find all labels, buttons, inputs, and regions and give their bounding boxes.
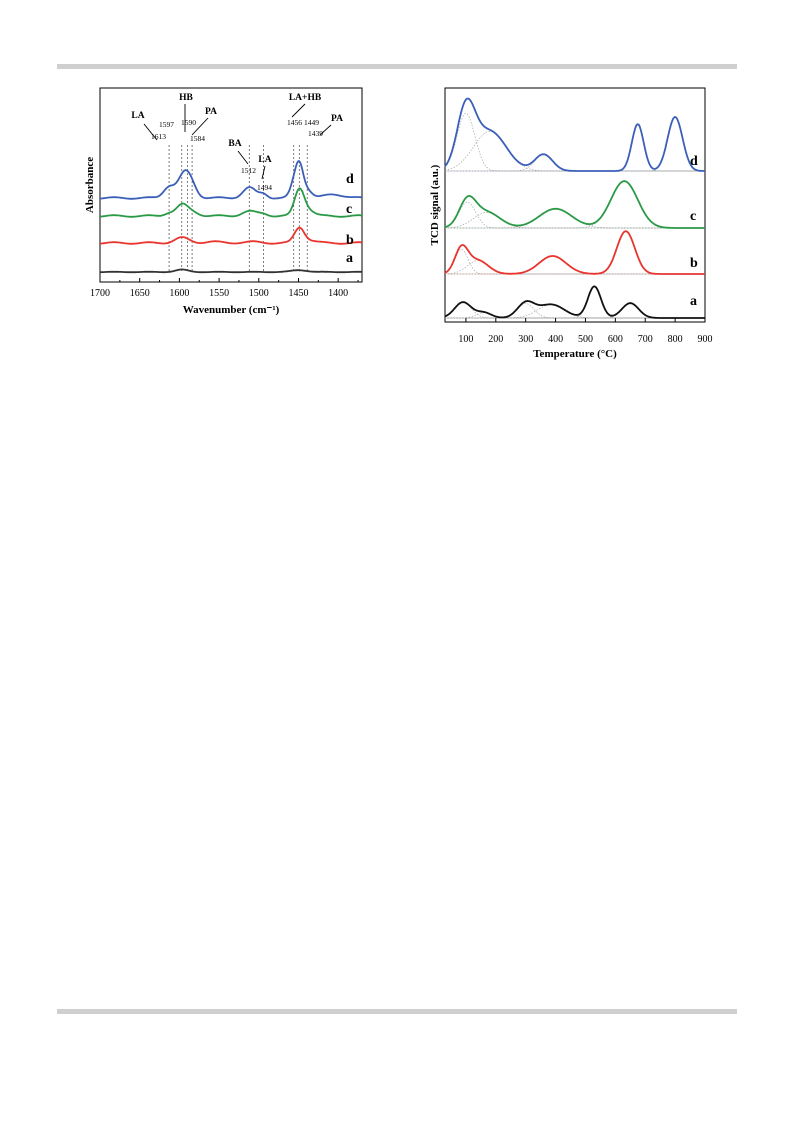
annotation-arrow (143, 123, 158, 141)
fit-peak-d (444, 131, 705, 172)
curve-label-c: c (346, 202, 352, 217)
series-d-line (100, 160, 363, 200)
x-tick-label: 900 (698, 334, 713, 345)
peak-number-label: 1613 (151, 132, 166, 141)
tpd-plot-frame (444, 87, 706, 323)
tpd-chart: 100 200 300 400 500 600 700 800 900 a b c d Tempera… (429, 87, 713, 360)
footer-rule (57, 1009, 737, 1014)
peak-number-label: 1449 (304, 118, 319, 127)
x-tick-label: 200 (488, 334, 503, 345)
header-rule (57, 64, 737, 69)
curve-label-d: d (690, 154, 698, 169)
x-tick-label: 1700 (90, 288, 110, 299)
x-tick-label: 800 (668, 334, 683, 345)
annotation-label: BA (228, 139, 241, 149)
x-tick-label: 1600 (169, 288, 189, 299)
fit-peak-a (445, 302, 705, 319)
peak-number-label: 1597 (159, 120, 174, 129)
x-tick-label: 300 (518, 334, 533, 345)
tpd-series (444, 97, 705, 319)
fit-peak-b (445, 255, 705, 275)
ftir-plot-frame (99, 87, 363, 283)
curve-label-a: a (346, 251, 353, 266)
annotation-label: LA+HB (289, 93, 322, 103)
fit-peak-c (445, 180, 705, 229)
curve-label-b: b (346, 233, 354, 248)
x-tick-label: 1650 (130, 288, 150, 299)
annotation-arrow (191, 117, 209, 136)
fit-peak-c (444, 201, 705, 229)
series-b-line (444, 230, 705, 275)
ftir-chart: 1700 1650 1600 1550 1500 1450 1400 LAHBPABALAL… (84, 87, 363, 316)
tpd-x-axis: 100 200 300 400 500 600 700 800 900 (458, 318, 713, 345)
annotation-arrow (291, 103, 306, 118)
x-tick-label: 400 (548, 334, 563, 345)
tpd-x-axis-label: Temperature (°C) (533, 348, 617, 360)
annotation-arrow (237, 150, 249, 165)
ftir-y-axis-label: Absorbance (84, 157, 96, 213)
peak-number-label: 1494 (257, 183, 272, 192)
fit-peak-a (445, 303, 705, 319)
tpd-y-axis-label: TCD signal (a.u.) (429, 164, 441, 245)
annotation-arrow (319, 124, 332, 136)
series-c-line (444, 180, 705, 229)
x-tick-label: 100 (458, 334, 473, 345)
x-tick-label: 500 (578, 334, 593, 345)
series-a-line (444, 285, 705, 319)
ftir-annotations: LA HB PA BA LA LA+HB PA 1613 1597 1590 1584 1512149… (131, 93, 343, 192)
ftir-x-axis-label: Wavenumber (cm⁻¹) (183, 304, 280, 316)
x-tick-label: 1500 (249, 288, 269, 299)
fit-peak-b (445, 231, 705, 275)
tpd-curve-labels: a b c d (690, 154, 698, 309)
annotation-label: PA (205, 107, 217, 117)
peak-number-label: 1590 (181, 118, 196, 127)
fit-peak-c (444, 212, 705, 229)
x-tick-label: 700 (638, 334, 653, 345)
x-tick-label: 1400 (328, 288, 348, 299)
x-tick-label: 1550 (209, 288, 229, 299)
series-a-line (100, 268, 362, 274)
fit-peak-a (445, 286, 705, 319)
x-tick-label: 1450 (288, 288, 308, 299)
series-d-line (444, 97, 705, 172)
annotation-label: HB (179, 93, 193, 103)
annotation-arrow (261, 165, 266, 180)
ftir-series (100, 160, 363, 274)
annotation-label: LA (131, 111, 144, 121)
x-tick-label: 600 (608, 334, 623, 345)
series-c-line (100, 187, 363, 218)
peak-number-label: 1439 (308, 129, 323, 138)
peak-number-label: 1584 (190, 134, 205, 143)
curve-label-d: d (346, 172, 354, 187)
annotation-label: PA (331, 114, 343, 124)
ftir-x-axis: 1700 1650 1600 1550 1500 1450 1400 (90, 278, 359, 299)
peak-number-label: 1456 (287, 118, 302, 127)
curve-label-b: b (690, 256, 698, 271)
curve-label-c: c (690, 209, 696, 224)
peak-number-label: 1512 (241, 166, 256, 175)
annotation-label: LA (258, 155, 271, 165)
fit-peak-d (445, 154, 705, 172)
curve-label-a: a (690, 294, 697, 309)
series-b-line (100, 226, 363, 245)
ftir-curve-labels: ab cd (346, 172, 354, 266)
